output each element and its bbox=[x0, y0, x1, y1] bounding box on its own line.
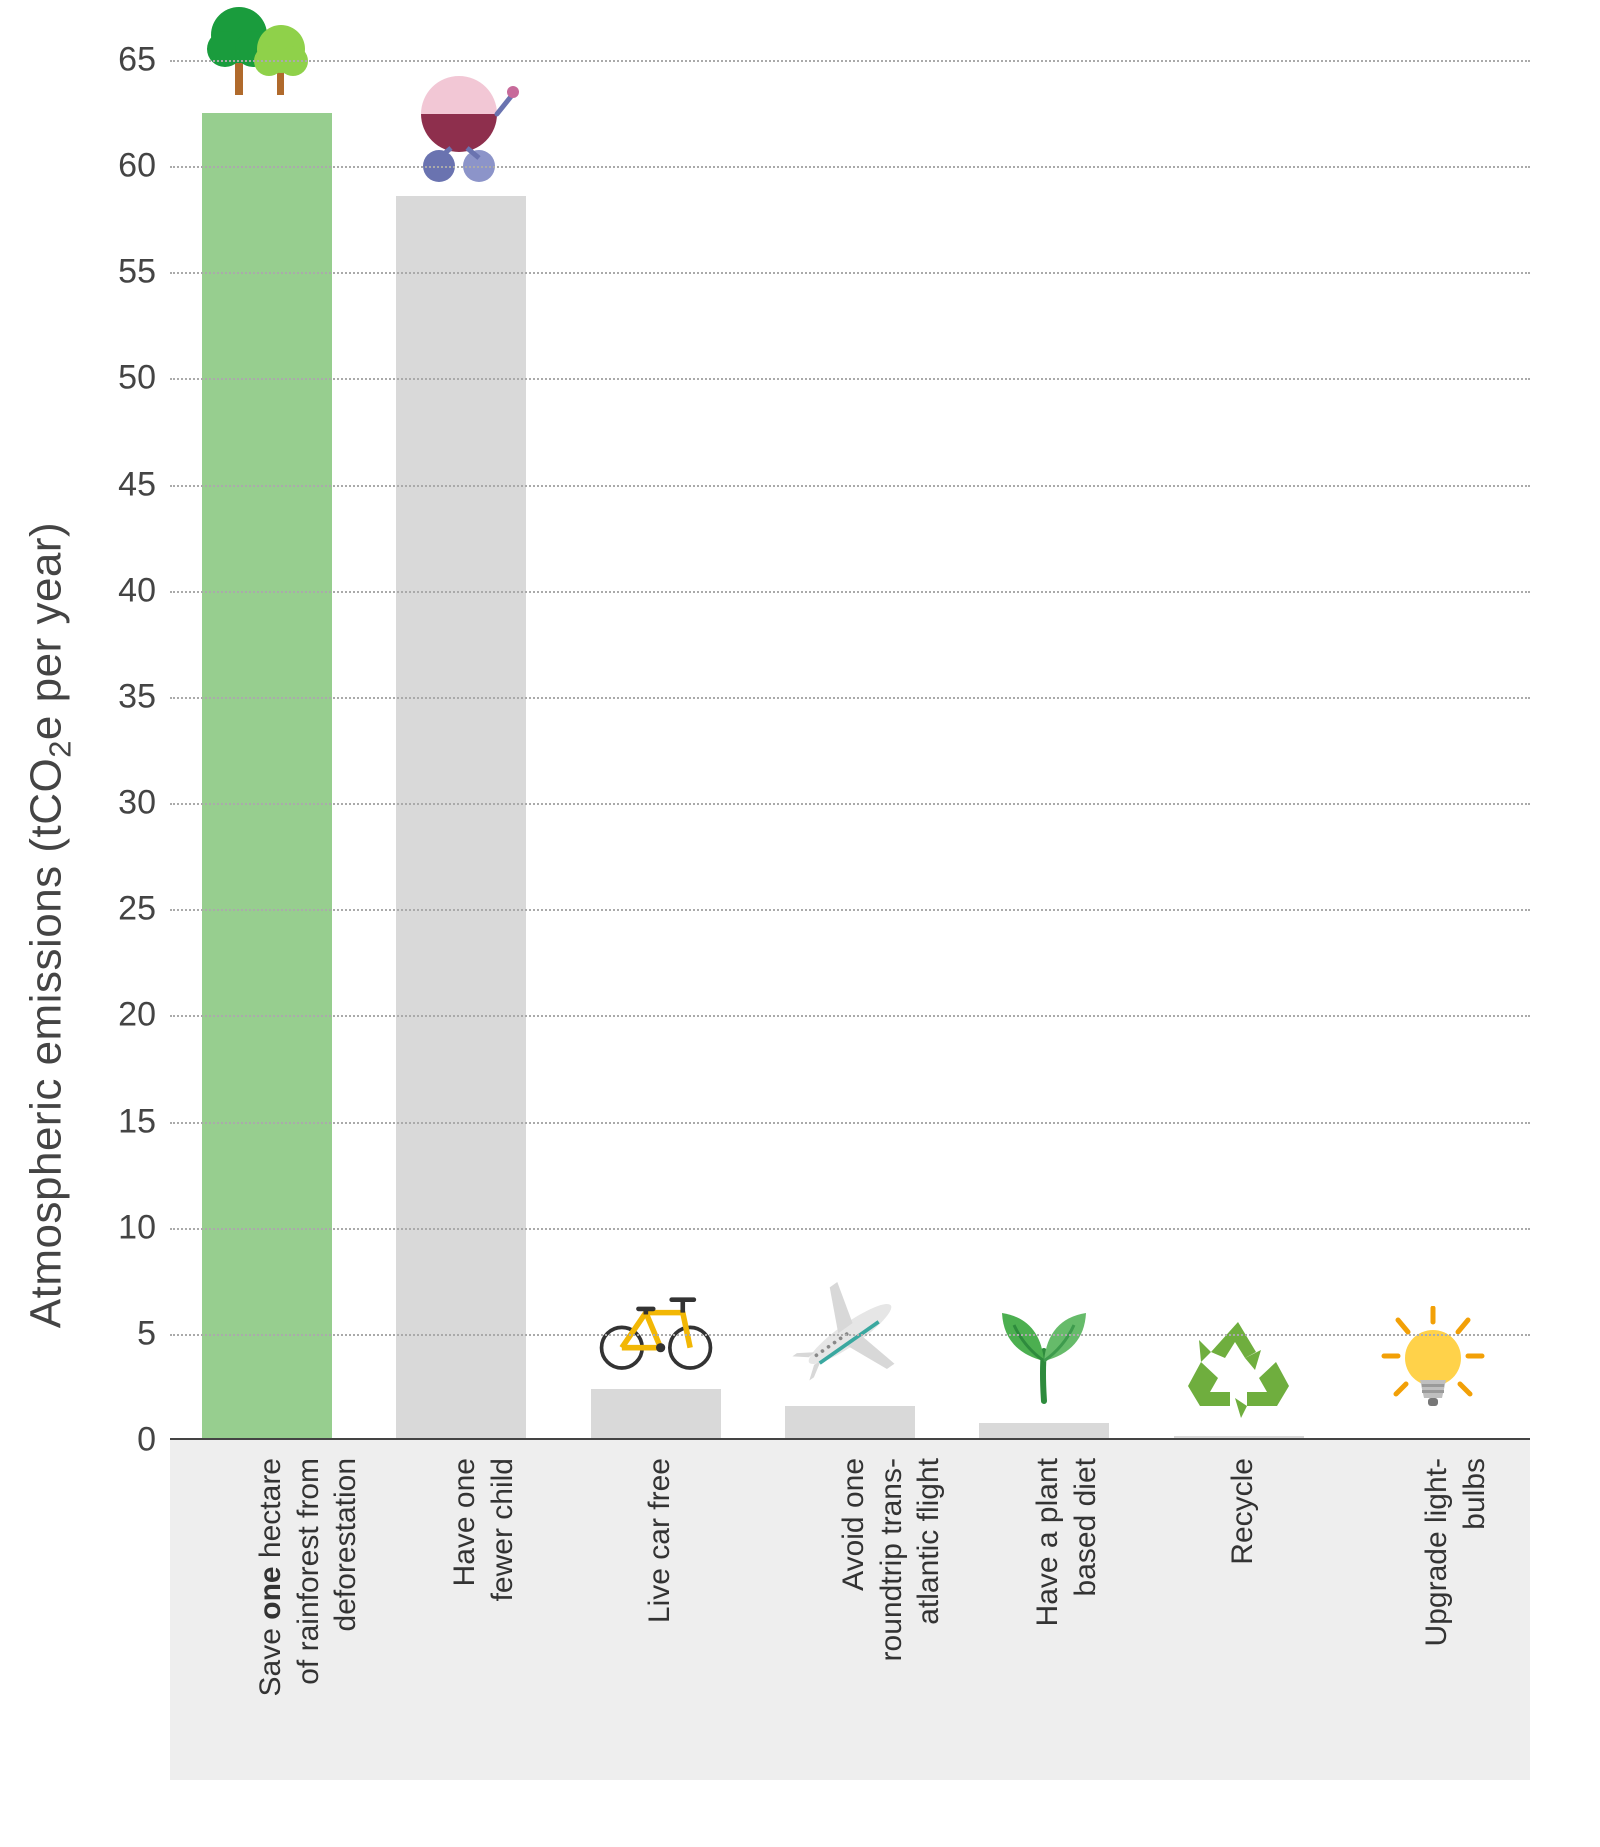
bar-slot bbox=[947, 60, 1141, 1440]
y-tick-label: 60 bbox=[118, 147, 170, 186]
bar-slot bbox=[1336, 60, 1530, 1440]
plot-area: 05101520253035404550556065 bbox=[170, 60, 1530, 1440]
bar bbox=[202, 113, 332, 1440]
recycle-icon bbox=[1179, 1304, 1299, 1424]
y-tick-label: 35 bbox=[118, 677, 170, 716]
grid-line bbox=[170, 803, 1530, 805]
y-tick-label: 55 bbox=[118, 253, 170, 292]
trees-icon bbox=[207, 0, 327, 101]
bicycle-icon bbox=[596, 1257, 716, 1377]
bulb-icon bbox=[1373, 1306, 1493, 1426]
x-label-area: Save one hectareof rainforest fromdefore… bbox=[170, 1440, 1530, 1780]
bar-slot bbox=[753, 60, 947, 1440]
grid-line bbox=[170, 60, 1530, 62]
y-axis-title: Atmospheric emissions (tCO2e per year) bbox=[22, 522, 79, 1328]
bars-container bbox=[170, 60, 1530, 1440]
grid-line bbox=[170, 591, 1530, 593]
grid-line bbox=[170, 1015, 1530, 1017]
y-tick-label: 25 bbox=[118, 890, 170, 929]
grid-line bbox=[170, 485, 1530, 487]
y-tick-label: 65 bbox=[118, 41, 170, 80]
grid-line bbox=[170, 1122, 1530, 1124]
y-tick-label: 40 bbox=[118, 571, 170, 610]
emissions-bar-chart: Atmospheric emissions (tCO2e per year) bbox=[70, 60, 1540, 1790]
bar-slot bbox=[364, 60, 558, 1440]
bar-slot bbox=[559, 60, 753, 1440]
y-tick-label: 45 bbox=[118, 465, 170, 504]
grid-line bbox=[170, 166, 1530, 168]
grid-line bbox=[170, 1334, 1530, 1336]
y-tick-label: 15 bbox=[118, 1102, 170, 1141]
bar-slot bbox=[1141, 60, 1335, 1440]
y-tick-label: 10 bbox=[118, 1208, 170, 1247]
leaf-icon bbox=[984, 1291, 1104, 1411]
y-tick-label: 0 bbox=[137, 1421, 170, 1460]
grid-line bbox=[170, 272, 1530, 274]
grid-line bbox=[170, 909, 1530, 911]
y-tick-label: 30 bbox=[118, 784, 170, 823]
bar bbox=[396, 196, 526, 1440]
bar-slot bbox=[170, 60, 364, 1440]
y-tick-label: 20 bbox=[118, 996, 170, 1035]
grid-line bbox=[170, 697, 1530, 699]
grid-line bbox=[170, 1228, 1530, 1230]
bar bbox=[591, 1389, 721, 1440]
grid-line bbox=[170, 378, 1530, 380]
bar bbox=[785, 1406, 915, 1440]
y-tick-label: 50 bbox=[118, 359, 170, 398]
y-tick-label: 5 bbox=[137, 1314, 170, 1353]
